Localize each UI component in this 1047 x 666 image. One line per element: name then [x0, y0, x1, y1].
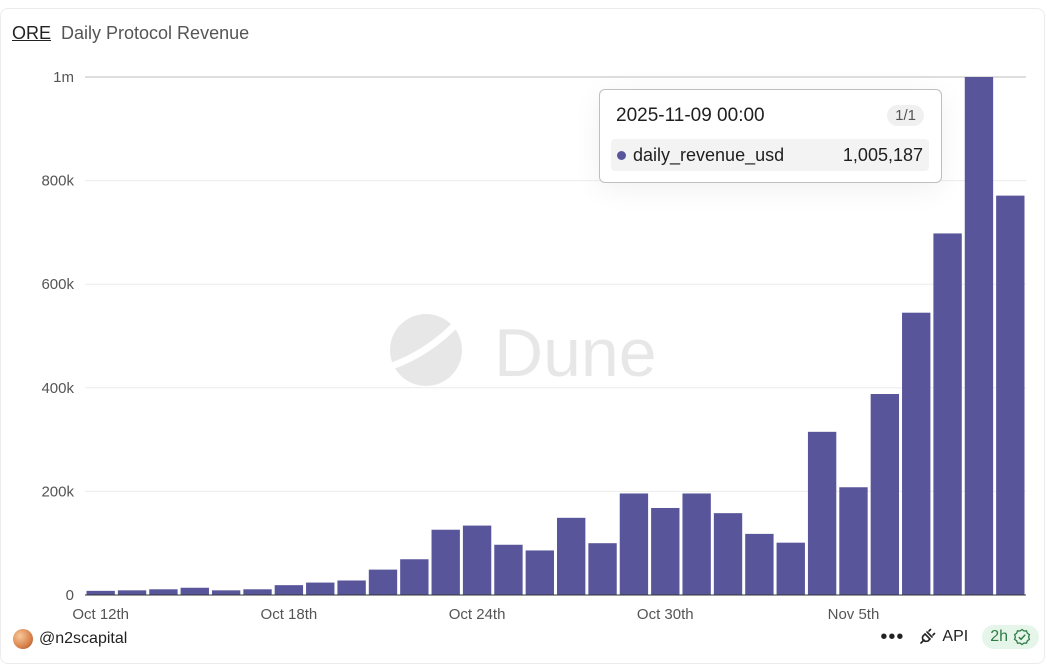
bar[interactable]	[588, 543, 617, 595]
chart-title: Daily Protocol Revenue	[61, 23, 250, 43]
check-badge-icon	[1013, 628, 1031, 646]
freshness-label: 2h	[990, 628, 1008, 645]
bar[interactable]	[306, 582, 335, 595]
bar[interactable]	[525, 550, 554, 595]
tooltip-row: daily_revenue_usd 1,005,187	[611, 139, 929, 171]
author[interactable]: @n2scapital	[13, 629, 127, 649]
x-tick-label: Oct 18th	[261, 606, 318, 623]
bar[interactable]	[933, 233, 962, 595]
bar[interactable]	[368, 569, 398, 595]
y-axis: 0 200k 400k 600k 800k 1m	[41, 69, 74, 604]
bar[interactable]	[494, 544, 523, 595]
bar[interactable]	[243, 589, 272, 595]
bar[interactable]	[839, 487, 868, 595]
bar[interactable]	[557, 517, 586, 595]
series-dot-icon	[617, 151, 626, 160]
bar[interactable]	[431, 529, 460, 595]
chart-header: ORE Daily Protocol Revenue	[12, 22, 249, 44]
bar[interactable]	[274, 585, 304, 595]
tooltip-page: 1/1	[887, 105, 924, 126]
x-tick-label: Oct 24th	[449, 606, 506, 623]
dune-logo-icon	[390, 314, 462, 386]
bars	[85, 77, 1026, 596]
bar[interactable]	[337, 580, 366, 595]
bar[interactable]	[211, 590, 241, 595]
tooltip-date: 2025-11-09 00:00	[616, 105, 765, 126]
author-name: @n2scapital	[39, 630, 128, 647]
bar[interactable]	[86, 590, 115, 595]
query-owner-link[interactable]: ORE	[12, 23, 52, 43]
bar[interactable]	[807, 431, 837, 595]
bar[interactable]	[964, 77, 994, 595]
bar[interactable]	[745, 533, 774, 595]
bar[interactable]	[117, 590, 147, 595]
bar[interactable]	[619, 493, 649, 595]
bar[interactable]	[776, 542, 805, 595]
y-tick-label: 400k	[41, 380, 74, 397]
x-tick-label: Nov 5th	[828, 606, 880, 623]
bar[interactable]	[996, 195, 1025, 595]
bar[interactable]	[149, 589, 178, 595]
freshness-badge[interactable]: 2h	[982, 625, 1039, 649]
tooltip-series-name: daily_revenue_usd	[633, 145, 785, 165]
bar[interactable]	[400, 559, 429, 595]
bar[interactable]	[682, 493, 711, 595]
api-plug-icon	[920, 628, 936, 644]
tooltip: 2025-11-09 00:00 1/1 daily_revenue_usd 1…	[599, 89, 942, 183]
x-tick-label: Oct 12th	[72, 606, 129, 623]
bar[interactable]	[870, 394, 900, 595]
bar[interactable]	[713, 513, 743, 595]
watermark-text: Dune	[494, 315, 657, 391]
y-tick-label: 1m	[53, 69, 74, 86]
bar[interactable]	[902, 312, 931, 595]
y-tick-label: 0	[66, 587, 74, 604]
x-axis: Oct 12th Oct 18th Oct 24th Oct 30th Nov 5th	[72, 606, 879, 623]
chart-card	[0, 8, 1045, 664]
bar[interactable]	[462, 525, 492, 595]
tooltip-series-value: 1,005,187	[842, 145, 923, 165]
y-tick-label: 800k	[41, 173, 74, 190]
bar[interactable]	[180, 587, 209, 595]
api-label: API	[942, 628, 969, 645]
footer-actions: ••• API 2h	[880, 625, 1039, 649]
y-tick-label: 200k	[41, 483, 74, 500]
dune-watermark: Dune	[390, 314, 657, 391]
bar[interactable]	[651, 507, 680, 595]
avatar	[13, 629, 33, 649]
api-button[interactable]: API	[918, 628, 968, 646]
y-tick-label: 600k	[41, 276, 74, 293]
more-icon[interactable]: •••	[880, 626, 905, 648]
x-tick-label: Oct 30th	[637, 606, 694, 623]
